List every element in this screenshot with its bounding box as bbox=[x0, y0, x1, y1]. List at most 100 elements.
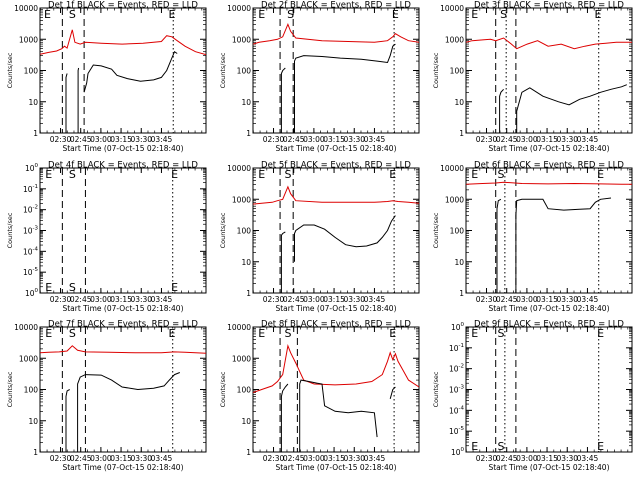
x-tick-label: 03:45 bbox=[151, 454, 173, 463]
event-marker-label: S bbox=[69, 8, 76, 21]
lld-series-line bbox=[253, 185, 419, 205]
x-tick-label: 03:00 bbox=[303, 135, 325, 144]
events-series-line bbox=[280, 215, 396, 293]
y-tick-label: 10 bbox=[241, 258, 251, 267]
x-tick-label: 03:30 bbox=[556, 454, 578, 463]
x-tick-label: 03:30 bbox=[130, 295, 152, 304]
plot-frame bbox=[465, 167, 633, 294]
event-marker-label: E bbox=[471, 327, 478, 340]
x-tick-label: 03:30 bbox=[343, 454, 365, 463]
x-tick-label: 03:15 bbox=[110, 135, 132, 144]
plot-title: Det 1f BLACK = Events, RED = LLD bbox=[48, 1, 198, 11]
y-tick-label: 1000 bbox=[232, 354, 251, 363]
event-marker-label: E bbox=[597, 168, 604, 181]
y-tick-label: 10-4 bbox=[449, 405, 465, 415]
x-tick-label: 02:30 bbox=[50, 135, 72, 144]
y-tick-label: 100 bbox=[24, 386, 39, 395]
plot-det-6: Det 6f BLACK = Events, RED = LLD 1 10 100 10… bbox=[432, 161, 633, 313]
x-tick-label: 02:45 bbox=[496, 135, 518, 144]
y-tick-label: 10 bbox=[28, 98, 38, 107]
y-tick-label: 1 bbox=[246, 448, 251, 457]
y-tick-label: 100 bbox=[450, 67, 465, 76]
plot-data bbox=[466, 37, 632, 133]
event-marker-label: S bbox=[497, 440, 504, 453]
y-axis-label: Counts/sec bbox=[219, 52, 227, 88]
y-tick-label: 10 bbox=[454, 258, 464, 267]
y-tick-label: 10-1 bbox=[449, 343, 464, 353]
y-tick-label: 10-4 bbox=[23, 246, 39, 256]
event-marker-label: S bbox=[284, 327, 291, 340]
plot-det-5: Det 5f BLACK = Events, RED = LLD 1 10 100 10… bbox=[219, 161, 420, 313]
y-tick-label: 100 bbox=[237, 227, 252, 236]
y-axis-label: Counts/sec bbox=[432, 212, 440, 248]
events-series-line bbox=[496, 197, 612, 293]
x-axis-label: Start Time (07-Oct-15 02:18:40) bbox=[488, 463, 609, 472]
x-axis-label: Start Time (07-Oct-15 02:18:40) bbox=[275, 304, 396, 313]
plot-det-8: Det 8f BLACK = Events, RED = LLD 1 10 100 10… bbox=[219, 320, 420, 472]
x-tick-label: 03:45 bbox=[151, 295, 173, 304]
x-tick-label: 03:30 bbox=[130, 135, 152, 144]
y-tick-label: 1000 bbox=[232, 35, 251, 44]
y-tick-label: 10-3 bbox=[449, 385, 465, 395]
event-marker-label: E bbox=[258, 8, 265, 21]
y-tick-label: 1 bbox=[459, 289, 464, 298]
plot-data bbox=[466, 181, 632, 293]
y-tick-label: 10-2 bbox=[23, 205, 38, 215]
x-tick-label: 03:15 bbox=[536, 454, 558, 463]
x-tick-label: 03:15 bbox=[110, 295, 132, 304]
y-tick-label: 100 bbox=[237, 386, 252, 395]
x-tick-label: 03:15 bbox=[536, 135, 558, 144]
y-tick-label: 10-2 bbox=[449, 364, 464, 374]
x-axis-label: Start Time (07-Oct-15 02:18:40) bbox=[275, 144, 396, 153]
event-marker-label: E bbox=[45, 327, 52, 340]
x-tick-label: 03:15 bbox=[323, 135, 345, 144]
x-tick-label: 02:30 bbox=[263, 135, 285, 144]
x-axis-label: Start Time (07-Oct-15 02:18:40) bbox=[275, 463, 396, 472]
x-tick-label: 03:15 bbox=[323, 454, 345, 463]
x-tick-label: 02:45 bbox=[283, 295, 305, 304]
y-tick-label: 10000 bbox=[14, 323, 38, 332]
plot-det-4: Det 4f BLACK = Events, RED = LLD 100 10-5 1… bbox=[6, 161, 207, 313]
lld-series-line bbox=[466, 37, 632, 50]
y-tick-label: 10 bbox=[241, 98, 251, 107]
y-tick-label: 1000 bbox=[445, 195, 464, 204]
y-tick-label: 10 bbox=[454, 98, 464, 107]
x-tick-label: 02:30 bbox=[263, 454, 285, 463]
y-tick-label: 100 bbox=[451, 322, 465, 332]
y-tick-label: 10000 bbox=[227, 4, 251, 13]
event-marker-label: E bbox=[45, 281, 52, 294]
x-tick-label: 02:45 bbox=[496, 295, 518, 304]
x-axis-label: Start Time (07-Oct-15 02:18:40) bbox=[488, 304, 609, 313]
event-marker-label: S bbox=[497, 327, 504, 340]
event-marker-label: E bbox=[594, 8, 601, 21]
event-marker-label: S bbox=[284, 168, 291, 181]
x-tick-label: 02:30 bbox=[50, 295, 72, 304]
y-tick-label: 100 bbox=[237, 67, 252, 76]
x-axis-label: Start Time (07-Oct-15 02:18:40) bbox=[62, 144, 183, 153]
plot-title: Det 9f BLACK = Events, RED = LLD bbox=[474, 320, 624, 330]
plot-det-9: Det 9f BLACK = Events, RED = LLD 100 10-5 1… bbox=[432, 320, 633, 472]
plot-frame bbox=[252, 167, 420, 294]
event-marker-label: E bbox=[258, 327, 265, 340]
events-series-line bbox=[65, 50, 178, 133]
lld-series-line bbox=[40, 345, 206, 354]
lld-series-line bbox=[253, 343, 419, 393]
event-marker-label: E bbox=[168, 327, 175, 340]
x-tick-label: 02:45 bbox=[496, 454, 518, 463]
event-marker-label: E bbox=[471, 8, 478, 21]
x-tick-label: 03:00 bbox=[516, 295, 538, 304]
y-axis-label: Counts/sec bbox=[219, 371, 227, 407]
x-tick-label: 03:45 bbox=[577, 135, 599, 144]
event-marker-label: S bbox=[69, 281, 76, 294]
y-axis-label: Counts/sec bbox=[432, 52, 440, 88]
plot-det-2: Det 2f BLACK = Events, RED = LLD 1 10 100 10… bbox=[219, 1, 420, 153]
x-tick-label: 02:30 bbox=[476, 454, 498, 463]
plot-data bbox=[253, 185, 419, 293]
event-marker-label: E bbox=[389, 327, 396, 340]
y-tick-label: 1 bbox=[33, 448, 38, 457]
y-tick-label: 10 bbox=[28, 417, 38, 426]
x-axis-label: Start Time (07-Oct-15 02:18:40) bbox=[62, 304, 183, 313]
y-tick-label: 1 bbox=[33, 129, 38, 138]
y-tick-label: 1000 bbox=[445, 35, 464, 44]
event-marker-label: S bbox=[69, 327, 76, 340]
